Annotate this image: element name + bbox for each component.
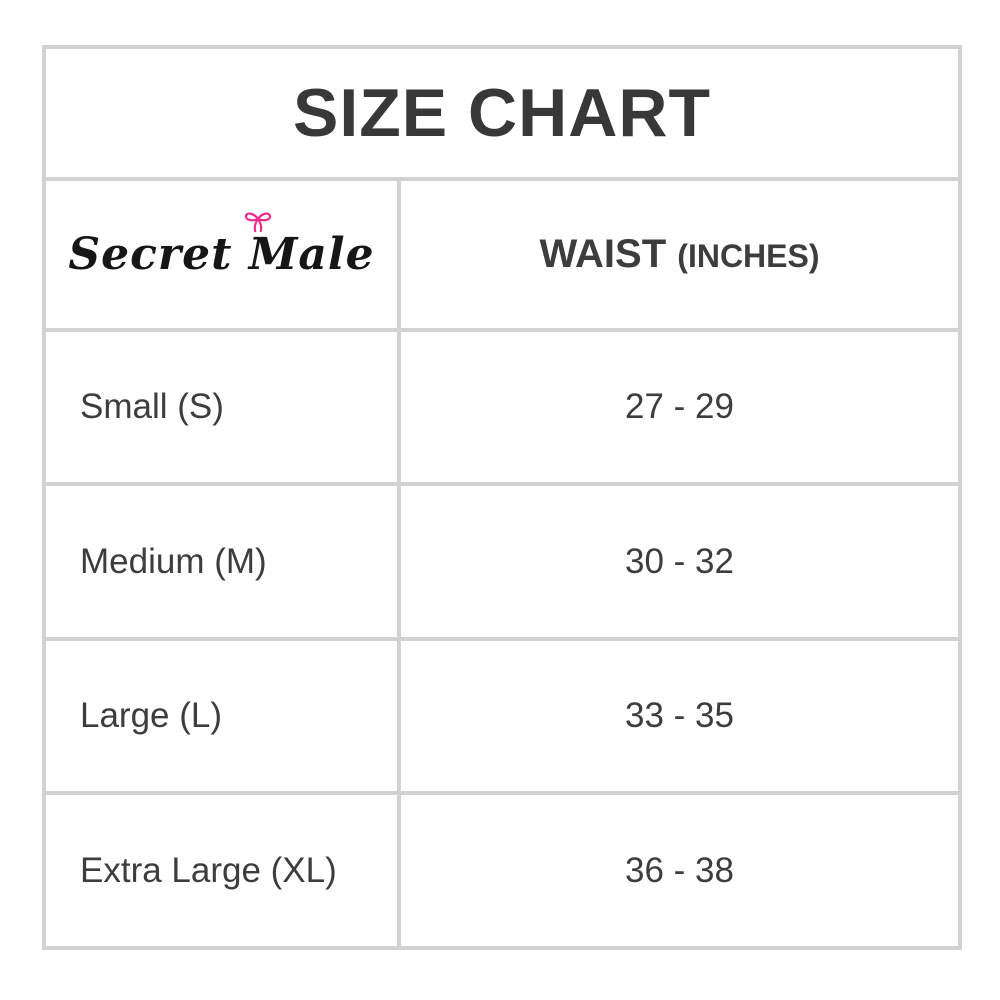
brand-logo: Secret Male <box>68 212 375 281</box>
ribbon-bow-icon <box>244 212 271 233</box>
waist-value: 30 - 32 <box>397 482 962 641</box>
table-row-extra-large: Extra Large (XL) 36 - 38 <box>42 791 962 950</box>
waist-header-label: WAIST <box>539 232 667 277</box>
chart-title: SIZE CHART <box>42 44 962 182</box>
brand-word-secret: Secret <box>68 229 233 281</box>
waist-value: 27 - 29 <box>397 327 962 487</box>
waist-value: 33 - 35 <box>397 636 962 796</box>
table-row-medium: Medium (M) 30 - 32 <box>42 482 962 641</box>
waist-header-cell: WAIST (INCHES) <box>397 177 962 332</box>
size-label: Medium (M) <box>42 482 401 641</box>
waist-value: 36 - 38 <box>397 791 962 950</box>
table-row-large: Large (L) 33 - 35 <box>42 636 962 796</box>
title-row: SIZE CHART <box>42 44 962 182</box>
brand-word-male: Male <box>248 229 375 281</box>
size-label: Small (S) <box>42 327 401 487</box>
waist-header-unit: (INCHES) <box>677 238 820 275</box>
header-row: Secret Male WAIST (I <box>42 177 962 332</box>
size-label: Extra Large (XL) <box>42 791 401 950</box>
table-row-small: Small (S) 27 - 29 <box>42 327 962 487</box>
size-chart-table: SIZE CHART Secret Male <box>42 44 962 950</box>
size-label: Large (L) <box>42 636 401 796</box>
brand-header-cell: Secret Male <box>42 177 401 332</box>
